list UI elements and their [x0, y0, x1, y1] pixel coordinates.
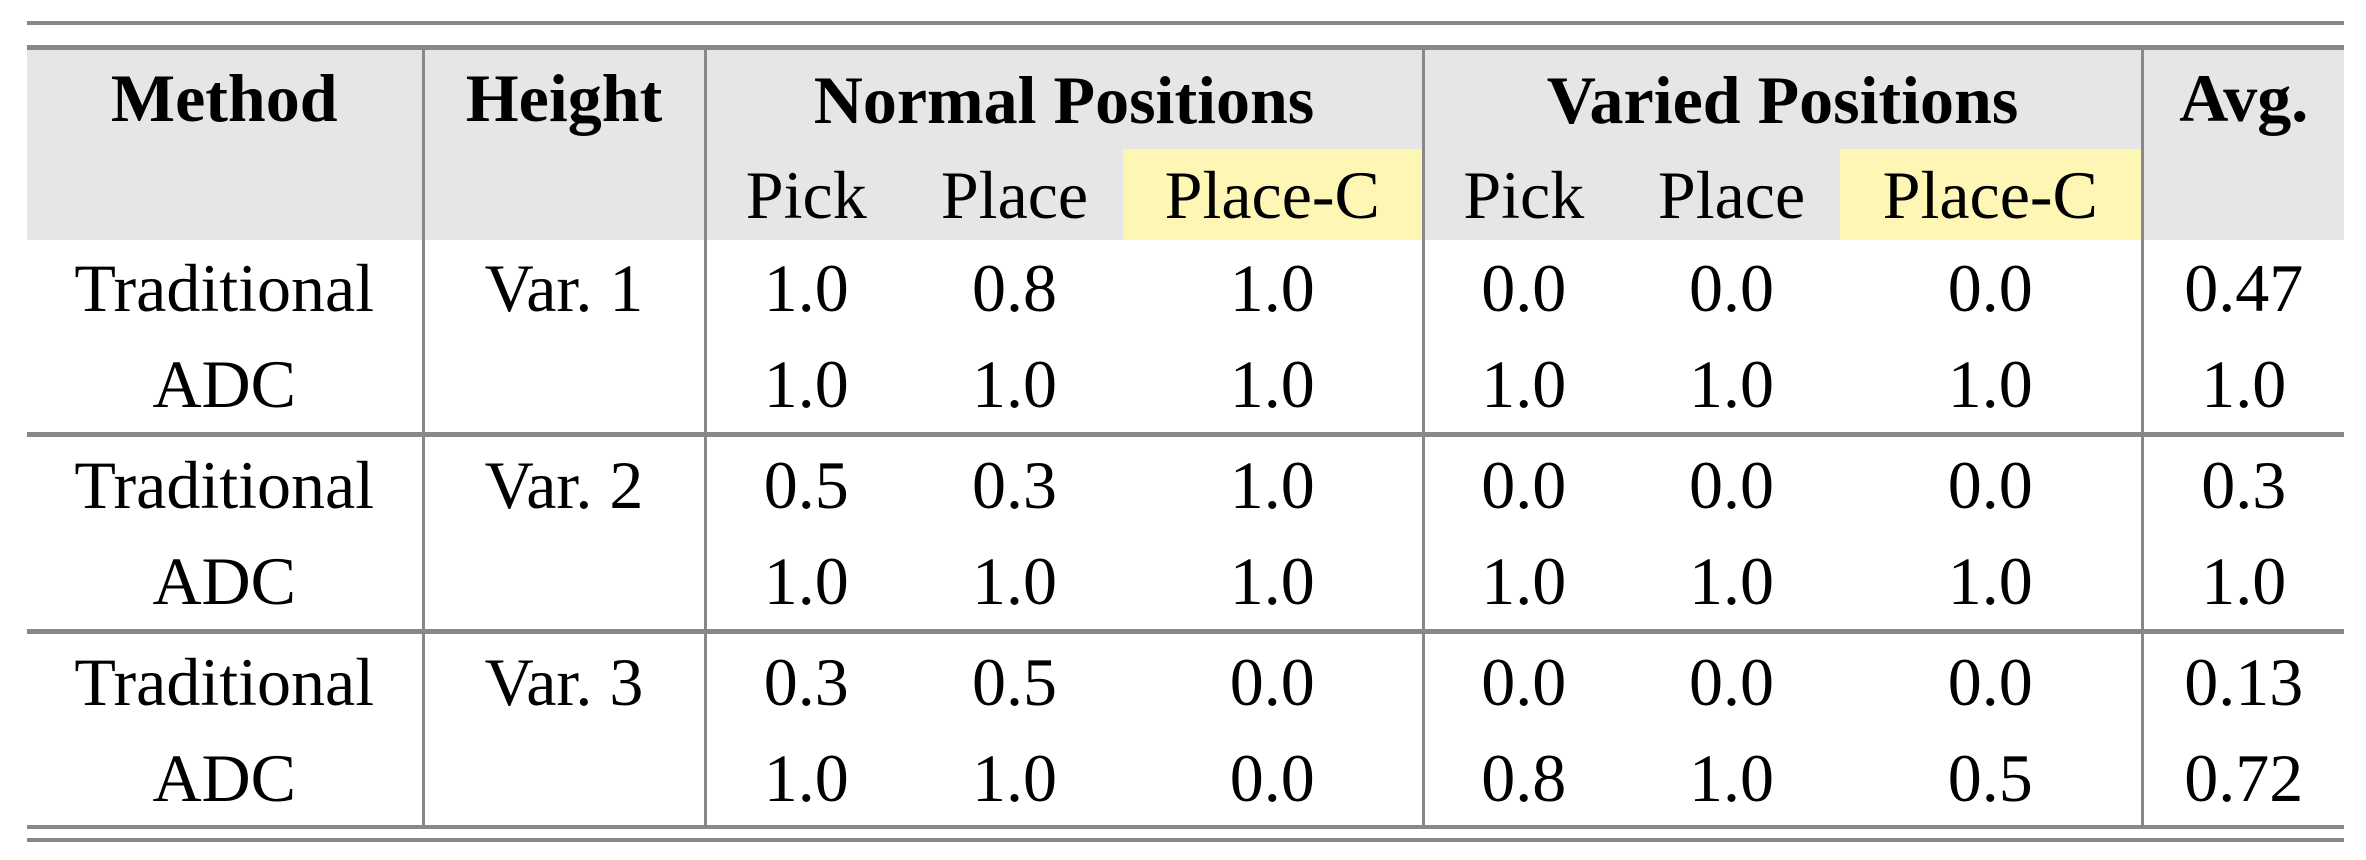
cell-value: 1.0	[1689, 543, 1775, 619]
cell-avg: 1.0	[2140, 336, 2345, 435]
cell-avg: 0.72	[2140, 730, 2345, 826]
table-row: ADC 1.0 1.0 0.0 0.8 1.0 0.5 0.72	[27, 730, 2345, 826]
cell-value: 1.0	[1421, 336, 1624, 435]
cell-value: 0.0	[1123, 629, 1424, 730]
cell-height: Var. 3	[421, 629, 705, 826]
cell-avg: 0.13	[2140, 629, 2345, 730]
cell-avg: 0.47	[2140, 240, 2345, 336]
header-place-c: Place-C	[1840, 149, 2143, 240]
header-pick: Pick	[703, 149, 906, 240]
cell-value: 1.0	[703, 240, 906, 336]
bottom-rule	[27, 838, 2344, 842]
cell-value: 1.0	[1421, 533, 1624, 632]
cell-value: 0.8	[972, 250, 1057, 326]
header-place: Place	[1623, 149, 1841, 240]
cell-value: 1.0	[703, 730, 906, 826]
cell-method: Traditional	[27, 432, 423, 533]
header-pick: Pick	[1421, 149, 1624, 240]
cell-value: 0.0	[1421, 629, 1624, 730]
table-row: Traditional Var. 2 0.5 0.3 1.0 0.0 0.0 0.0 0.3	[27, 432, 2345, 632]
cell-height: Var. 1	[421, 240, 705, 435]
bottom-rule	[27, 825, 2344, 829]
cell-value: 1.0	[972, 543, 1057, 619]
header-method: Method	[27, 47, 423, 240]
cell-value: 0.0	[1229, 740, 1315, 816]
cell-value: 0.0	[1421, 432, 1624, 533]
cell-avg: 1.0	[2140, 533, 2345, 632]
cell-value: 1.0	[1947, 543, 2033, 619]
cell-value: 1.0	[972, 346, 1057, 422]
cell-value: 0.0	[1840, 432, 2143, 533]
table-row: ADC 1.0 1.0 1.0 1.0 1.0 1.0 1.0	[27, 336, 2345, 435]
cell-height: Var. 2	[421, 432, 705, 632]
cell-value: 0.5	[906, 629, 1123, 730]
table-row: ADC 1.0 1.0 1.0 1.0 1.0 1.0 1.0	[27, 533, 2345, 632]
cell-value: 1.0	[703, 336, 906, 435]
cell-value: 0.8	[1421, 730, 1624, 826]
header-place-c: Place-C	[1123, 149, 1424, 240]
header-avg: Avg.	[2140, 47, 2345, 240]
cell-value: 1.0	[1947, 346, 2033, 422]
cell-value: 0.0	[1689, 250, 1775, 326]
header-place: Place	[906, 149, 1123, 240]
cell-value: 0.0	[1421, 240, 1624, 336]
cell-value: 0.0	[1840, 629, 2143, 730]
cell-value: 1.0	[1229, 543, 1315, 619]
header-height: Height	[421, 47, 705, 240]
table-row: Traditional Var. 1 1.0 0.8 1.0 0.0 0.0 0.0 0.47	[27, 240, 2345, 435]
cell-value: 1.0	[1229, 346, 1315, 422]
cell-avg: 0.3	[2140, 432, 2345, 533]
cell-value: 0.5	[703, 432, 906, 533]
header-normal-positions: Normal Positions	[703, 47, 1424, 149]
cell-value: 1.0	[972, 740, 1057, 816]
cell-value: 0.5	[1947, 740, 2033, 816]
results-table: Method Height Normal Positions Varied Po…	[27, 45, 2345, 826]
table-row: Traditional Var. 3 0.3 0.5 0.0 0.0 0.0 0.0 0.13	[27, 629, 2345, 826]
cell-value: 0.3	[906, 432, 1123, 533]
cell-value: 1.0	[1689, 346, 1775, 422]
cell-value: 0.0	[1623, 432, 1841, 533]
cell-value: 1.0	[703, 533, 906, 632]
cell-method: ADC	[152, 346, 297, 422]
cell-value: 1.0	[1689, 740, 1775, 816]
cell-value: 1.0	[1229, 250, 1315, 326]
cell-method: ADC	[152, 740, 297, 816]
cell-method: ADC	[152, 543, 297, 619]
cell-method: Traditional	[27, 629, 423, 730]
cell-method: Traditional	[74, 250, 375, 326]
cell-value: 0.3	[703, 629, 906, 730]
cell-value: 0.0	[1947, 250, 2033, 326]
cell-value: 0.0	[1623, 629, 1841, 730]
top-rule	[27, 21, 2344, 25]
header-varied-positions: Varied Positions	[1421, 47, 2143, 149]
cell-value: 1.0	[1123, 432, 1424, 533]
